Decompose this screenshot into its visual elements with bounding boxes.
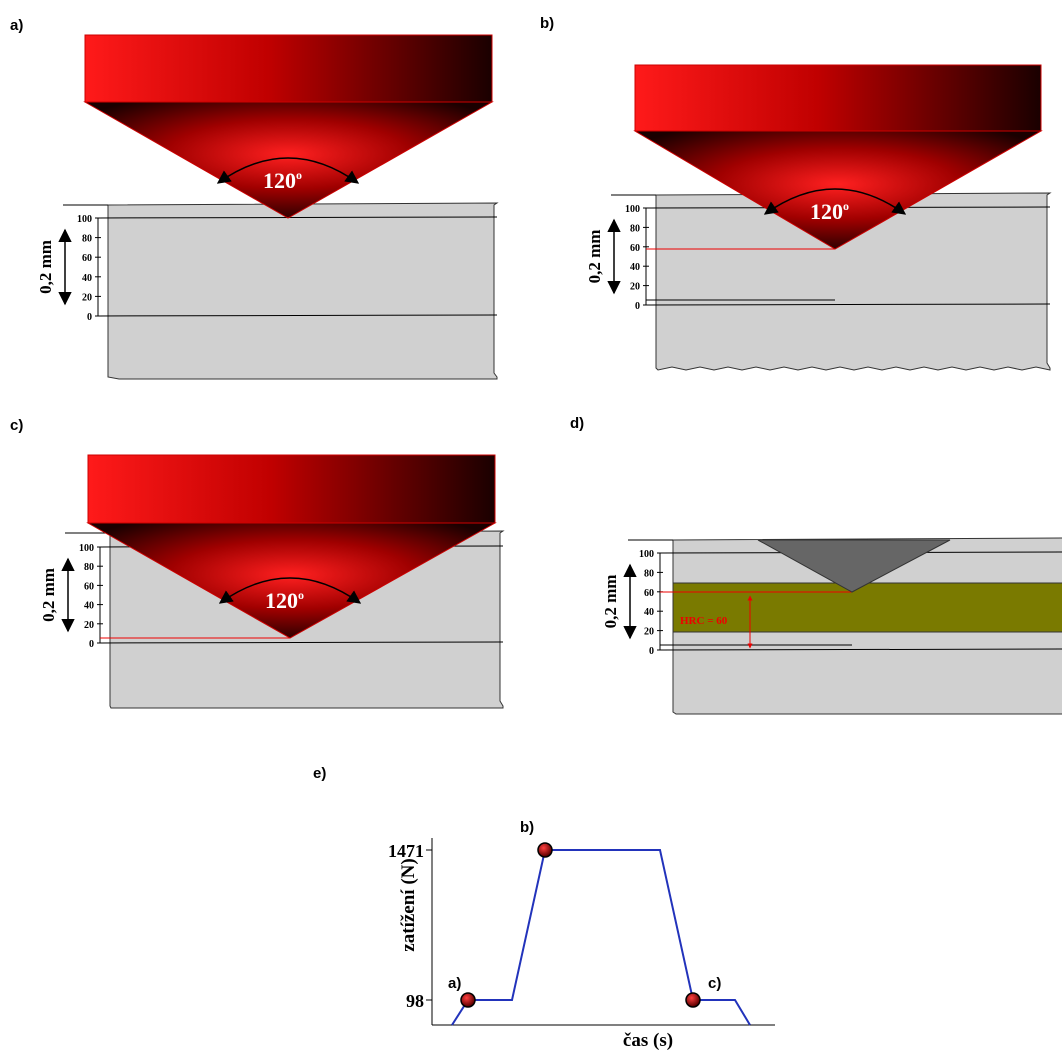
diagram: a)1008060402000,2 mm120ob)1008060402000,… [0,0,1062,1050]
scale-label: 100 [77,214,92,225]
panel-label: d) [570,415,584,432]
scale-label: 80 [82,234,92,245]
hardened-layer [673,583,1062,632]
point [538,843,552,857]
scale-label: 20 [630,282,640,293]
panel-label: c) [10,417,23,434]
scale-label: 80 [84,562,94,573]
indenter-cone [85,102,492,218]
hardness-panel: c) 100 80 60 40 20 0 0,2 mm 120o [10,417,503,708]
scale-label: 60 [82,253,92,264]
scale-label: 60 [84,581,94,592]
depth-label: 0,2 mm [601,575,620,629]
angle-value: 120 [810,199,843,224]
hardness-panel: b) 100 80 60 40 20 0 0,2 mm 120o [540,15,1050,370]
scale-label: 60 [644,588,654,599]
scale-label: 0 [87,312,92,323]
scale-label: 20 [84,620,94,631]
angle-unit: o [298,588,304,602]
angle-unit: o [296,168,302,182]
scale-label: 0 [635,301,640,312]
scale-label: 100 [625,204,640,215]
point-label: a) [448,975,461,992]
indenter-body [88,455,495,523]
scale-label: 20 [82,292,92,303]
scale-label: 60 [630,243,640,254]
indenter-body [635,65,1041,131]
depth-label: 0,2 mm [585,230,604,284]
hardness-panel: d) 100 80 60 40 20 0 0,2 mm HRC = 60 [570,415,1062,714]
point [686,993,700,1007]
hardness-panel: a) 100 80 60 40 20 0 0,2 mm 120o [10,17,497,379]
point-label: b) [520,819,534,836]
point-label: c) [708,975,721,992]
y-tick-label: 1471 [388,841,424,861]
depth-label: 0,2 mm [39,568,58,622]
scale-label: 100 [639,549,654,560]
y-tick-label: 98 [406,991,424,1011]
point [461,993,475,1007]
angle-value: 120 [265,588,298,613]
x-axis-title: čas (s) [623,1030,673,1050]
scale-label: 20 [644,627,654,638]
angle-unit: o [843,199,849,213]
load-graph: e) 1471 98 zatížení (N) čas (s) a) b) c) [313,765,775,1050]
indenter-body [85,35,492,102]
scale-label: 40 [644,607,654,618]
scale-label: 0 [649,646,654,657]
panel-label: a) [10,17,23,34]
scale-label: 100 [79,543,94,554]
panel-label: b) [540,15,554,32]
load-curve [452,850,750,1025]
scale-label: 80 [630,223,640,234]
specimen [108,203,497,379]
depth-label: 0,2 mm [36,240,55,294]
panel-label: e) [313,765,326,782]
angle-value: 120 [263,168,296,193]
scale-label: 40 [84,601,94,612]
hrc-label: HRC = 60 [680,615,728,627]
scale-label: 40 [630,262,640,273]
scale-label: 0 [89,639,94,650]
y-axis-title: zatížení (N) [398,858,419,951]
scale-label: 40 [82,273,92,284]
scale-label: 80 [644,568,654,579]
